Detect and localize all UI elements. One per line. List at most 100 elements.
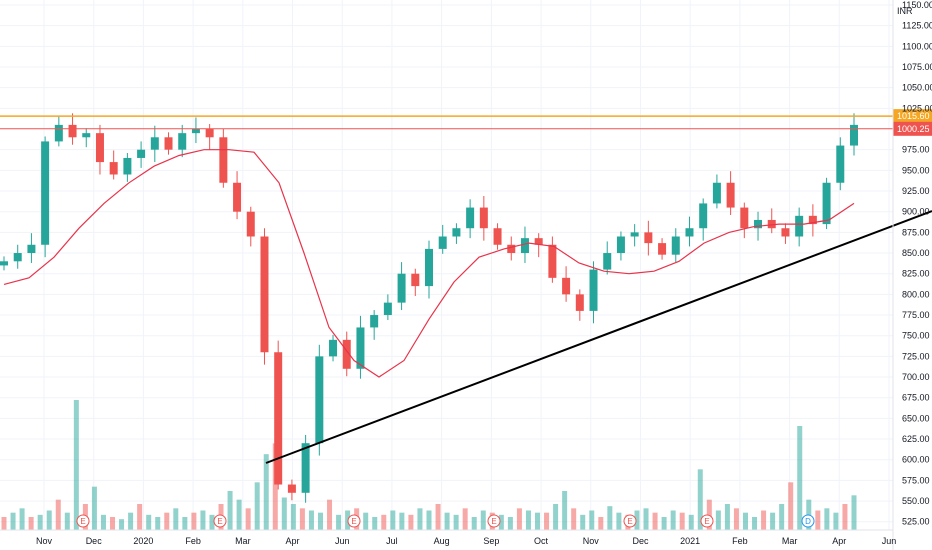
price-tick-label: 675.00 <box>902 393 930 403</box>
time-tick-label: Jun <box>335 536 350 546</box>
price-tick-label: 550.00 <box>902 496 930 506</box>
candle-body <box>658 243 667 255</box>
volume-bar <box>571 508 577 530</box>
volume-bar <box>824 508 830 530</box>
candle-body <box>137 149 146 158</box>
price-badge-label: 1015.60 <box>897 111 930 121</box>
candle-body <box>274 352 283 485</box>
volume-bar <box>679 512 685 530</box>
volume-bar <box>444 512 450 530</box>
volume-bar <box>688 514 694 530</box>
volume-bar <box>580 514 586 530</box>
event-marker-icon <box>347 514 361 528</box>
price-axis[interactable]: 525.00 550.00 575.00 600.00 625.00 650.00 675.… <box>892 0 932 550</box>
volume-bar <box>724 504 730 530</box>
time-tick-label: Feb <box>732 536 748 546</box>
time-tick-label: 2020 <box>133 536 153 546</box>
event-marker-label: E <box>80 517 85 526</box>
candle-body <box>342 339 351 369</box>
candle-body <box>301 443 310 493</box>
volume-bar <box>752 517 758 530</box>
volume-bar <box>842 504 848 530</box>
volume-bar <box>200 510 206 530</box>
chart-grid <box>0 0 893 530</box>
volume-bar <box>10 512 16 530</box>
support-trendline <box>265 210 932 464</box>
volume-bar <box>73 400 79 530</box>
price-tick-label: 525.00 <box>902 517 930 527</box>
volume-bar <box>634 510 640 530</box>
candle-body <box>123 157 132 175</box>
volume-bar <box>209 514 215 530</box>
candle-body <box>754 219 763 229</box>
volume-bar <box>525 510 531 530</box>
volume-bar <box>516 508 522 530</box>
volume-bar <box>245 508 251 530</box>
volume-bar <box>742 512 748 530</box>
volume-bar <box>417 508 423 530</box>
volume-bar <box>128 512 134 530</box>
price-badge-label: 1000.25 <box>897 124 930 134</box>
candle-body <box>0 261 8 266</box>
time-tick-label: Mar <box>782 536 798 546</box>
candle-body <box>644 232 653 244</box>
volume-bar <box>1 517 7 530</box>
volume-bar <box>173 508 179 530</box>
volume-bar <box>535 512 541 530</box>
candle-body <box>630 232 639 237</box>
volume-bar <box>317 512 323 530</box>
candle-body <box>397 273 406 303</box>
candle-body <box>178 133 187 150</box>
event-marker-icon <box>801 514 815 528</box>
price-tick-label: 950.00 <box>902 165 930 175</box>
time-tick-label: Feb <box>185 536 201 546</box>
volume-bar <box>390 510 396 530</box>
price-tick-label: 850.00 <box>902 248 930 258</box>
price-tick-label: 750.00 <box>902 331 930 341</box>
candle-body <box>82 133 91 138</box>
volume-bar <box>91 486 97 530</box>
volume-bar <box>733 508 739 530</box>
price-tick-label: 1025.00 <box>902 103 932 113</box>
volume-bar <box>254 482 260 530</box>
candle-body <box>507 244 516 254</box>
candle-body <box>27 244 36 254</box>
price-badge <box>893 121 932 136</box>
candle-body <box>370 315 379 328</box>
volume-bar <box>290 504 296 530</box>
candle-body <box>383 302 392 316</box>
candle-body <box>109 162 118 175</box>
candle-body <box>562 277 571 295</box>
volume-bar <box>598 517 604 530</box>
candle-body <box>712 182 721 204</box>
time-tick-label: Sep <box>483 536 499 546</box>
price-tick-label: 775.00 <box>902 310 930 320</box>
candle-body <box>699 203 708 229</box>
candle-body <box>479 207 488 229</box>
candle-body <box>466 207 475 229</box>
volume-bar <box>544 512 550 530</box>
volume-bar <box>408 514 414 530</box>
volume-bar <box>715 510 721 530</box>
candle-body <box>246 211 255 237</box>
candle-body <box>685 228 694 237</box>
volume-bar <box>308 510 314 530</box>
time-tick-label: Dec <box>632 536 649 546</box>
time-axis[interactable]: Nov Dec 2020 Feb Mar Apr Jun Jul Aug Sep Oct Nov Dec… <box>0 529 896 546</box>
volume-bar <box>480 510 486 530</box>
volume-bar <box>327 499 333 530</box>
event-marker-label: E <box>491 517 496 526</box>
volume-bar <box>236 499 242 530</box>
price-tick-label: 725.00 <box>902 351 930 361</box>
price-tick-label: 1100.00 <box>902 41 932 51</box>
price-tick-label: 625.00 <box>902 434 930 444</box>
candle-body <box>781 228 790 237</box>
price-tick-label: 575.00 <box>902 475 930 485</box>
volume-bar <box>851 495 857 530</box>
volume-bar <box>797 426 803 530</box>
volume-bar <box>770 512 776 530</box>
candle-body <box>68 124 77 138</box>
price-tick-label: 600.00 <box>902 455 930 465</box>
candle-body <box>438 236 447 249</box>
